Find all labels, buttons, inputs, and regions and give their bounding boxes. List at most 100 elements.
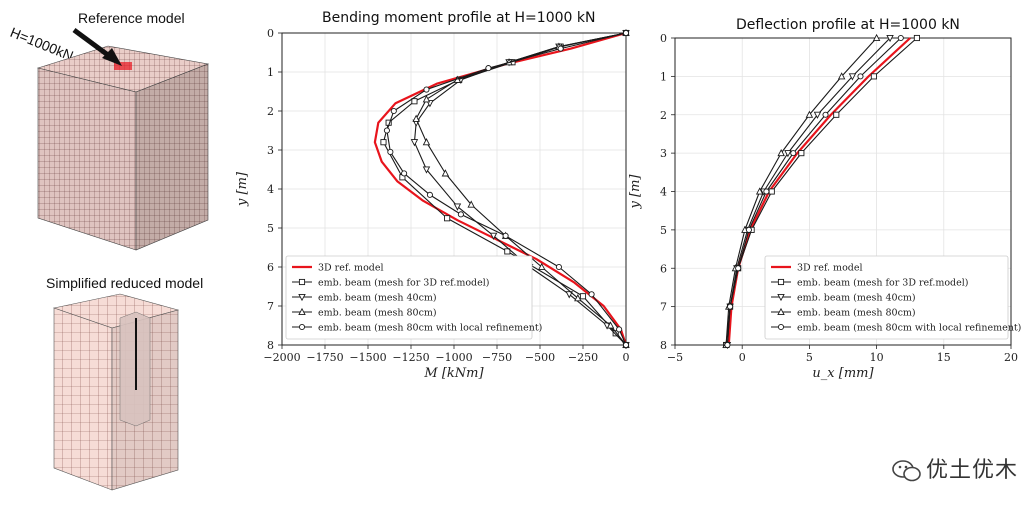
moment-ytick-label: 0 bbox=[267, 27, 274, 40]
moment-data-point bbox=[467, 200, 475, 208]
moment-data-point bbox=[557, 45, 564, 52]
deflection-xtick-label: −5 bbox=[667, 351, 683, 364]
deflection-ytick-label: 4 bbox=[660, 186, 667, 199]
deflection-data-point bbox=[897, 34, 904, 42]
moment-xtick-label: −1500 bbox=[349, 351, 386, 364]
watermark-text: 优土优木 bbox=[926, 458, 1019, 483]
moment-ytick-label: 4 bbox=[267, 183, 274, 196]
moment-xlabel: M [kNm] bbox=[423, 366, 484, 381]
deflection-data-point bbox=[784, 150, 792, 158]
deflection-legend-entry: 3D ref. model bbox=[797, 263, 863, 274]
deflection-data-point bbox=[872, 33, 881, 42]
deflection-data-point bbox=[870, 73, 877, 80]
moment-ytick-label: 1 bbox=[267, 66, 274, 79]
deflection-data-point bbox=[837, 72, 846, 80]
moment-data-point bbox=[426, 191, 433, 198]
deflection-xtick-label: 15 bbox=[937, 351, 951, 364]
moment-data-point bbox=[422, 166, 431, 174]
moment-data-point bbox=[588, 291, 595, 298]
deflection-data-point bbox=[913, 34, 920, 42]
moment-data-point bbox=[444, 215, 451, 222]
deflection-data-point bbox=[768, 188, 775, 195]
deflection-data-point bbox=[745, 226, 752, 233]
deflection-data-point bbox=[833, 111, 840, 118]
moment-legend-marker bbox=[298, 307, 306, 316]
deflection-data-point bbox=[857, 73, 864, 80]
moment-data-point bbox=[504, 248, 511, 255]
deflection-xtick-label: 20 bbox=[1004, 351, 1018, 364]
deflection-xtick-label: 10 bbox=[870, 351, 884, 364]
moment-data-point bbox=[387, 148, 394, 155]
deflection-frame bbox=[674, 37, 1012, 346]
deflection-ytick-label: 3 bbox=[660, 147, 667, 160]
moment-legend-marker bbox=[298, 323, 306, 331]
deflection-data-point bbox=[724, 341, 731, 349]
deflection-ytick-label: 5 bbox=[660, 224, 667, 237]
moment-data-point bbox=[422, 138, 431, 146]
moment-data-point bbox=[453, 203, 462, 211]
moment-data-point bbox=[401, 170, 408, 177]
moment-ytick-label: 8 bbox=[267, 339, 274, 352]
deflection-data-point bbox=[727, 303, 734, 310]
deflection-xtick-label: 5 bbox=[806, 351, 813, 364]
reference-model-block bbox=[36, 45, 210, 251]
moment-data-point bbox=[423, 86, 430, 93]
moment-data-point bbox=[410, 139, 419, 147]
moment-data-point bbox=[457, 211, 464, 218]
deflection-data-point bbox=[790, 150, 797, 157]
deflection-data-point bbox=[886, 34, 894, 43]
moment-data-point bbox=[489, 232, 498, 240]
deflection-ylabel: y [m] bbox=[628, 174, 643, 210]
moment-xtick-label: −250 bbox=[568, 351, 598, 364]
moment-ytick-label: 7 bbox=[267, 300, 274, 313]
deflection-ytick-label: 2 bbox=[660, 109, 667, 122]
moment-xtick-label: −2000 bbox=[263, 351, 300, 364]
deflection-ytick-label: 1 bbox=[660, 70, 667, 83]
deflection-ytick-label: 7 bbox=[660, 301, 667, 314]
moment-xtick-label: −1250 bbox=[392, 351, 429, 364]
deflection-xtick-label: 0 bbox=[739, 351, 746, 364]
moment-legend-entry: emb. beam (mesh for 3D ref.model) bbox=[318, 278, 490, 289]
moment-data-point bbox=[485, 65, 492, 72]
moment-xtick-label: −500 bbox=[525, 351, 555, 364]
wechat-icon bbox=[892, 460, 921, 482]
deflection-data-point bbox=[755, 187, 764, 195]
deflection-legend-entry: emb. beam (mesh 80cm) bbox=[797, 308, 916, 319]
moment-legend-entry: emb. beam (mesh 80cm) bbox=[318, 308, 437, 319]
deflection-data-point bbox=[813, 111, 822, 119]
moment-ytick-label: 6 bbox=[267, 261, 274, 274]
moment-data-point bbox=[422, 95, 431, 103]
moment-chart-title: Bending moment profile at H=1000 kN bbox=[322, 10, 596, 26]
deflection-ytick-label: 8 bbox=[660, 339, 667, 352]
moment-data-point bbox=[441, 169, 450, 177]
moment-data-point bbox=[383, 127, 390, 134]
moment-xtick-label: −1750 bbox=[306, 351, 343, 364]
moment-legend: 3D ref. model emb. beam (mesh for 3D ref.… bbox=[285, 255, 542, 340]
moment-data-point bbox=[606, 321, 615, 329]
deflection-ytick-label: 6 bbox=[660, 262, 667, 275]
moment-data-point bbox=[412, 114, 420, 122]
deflection-legend-marker bbox=[777, 278, 785, 286]
moment-ytick-label: 2 bbox=[267, 105, 274, 118]
deflection-legend-marker bbox=[777, 323, 785, 331]
moment-data-point bbox=[574, 294, 582, 302]
moment-ytick-label: 3 bbox=[267, 144, 274, 157]
moment-legend-box bbox=[285, 255, 533, 340]
moment-data-point bbox=[622, 341, 630, 349]
moment-data-point bbox=[502, 232, 509, 239]
reduced-model-block bbox=[52, 293, 180, 491]
moment-legend-marker bbox=[298, 293, 306, 302]
deflection-data-point bbox=[763, 188, 770, 195]
pile-head-marker bbox=[114, 62, 132, 70]
deflection-data-point bbox=[798, 150, 805, 157]
moment-ytick-label: 5 bbox=[267, 222, 274, 235]
deflection-legend-marker bbox=[777, 307, 785, 316]
moment-legend-marker bbox=[298, 278, 306, 286]
moment-data-point bbox=[555, 263, 562, 271]
watermark: 优土优木 bbox=[892, 452, 1018, 484]
deflection-legend: 3D ref. model emb. beam (mesh for 3D ref.… bbox=[764, 255, 1021, 340]
deflection-legend-box bbox=[764, 255, 1009, 340]
deflection-legend-entry: emb. beam (mesh 40cm) bbox=[797, 293, 916, 304]
